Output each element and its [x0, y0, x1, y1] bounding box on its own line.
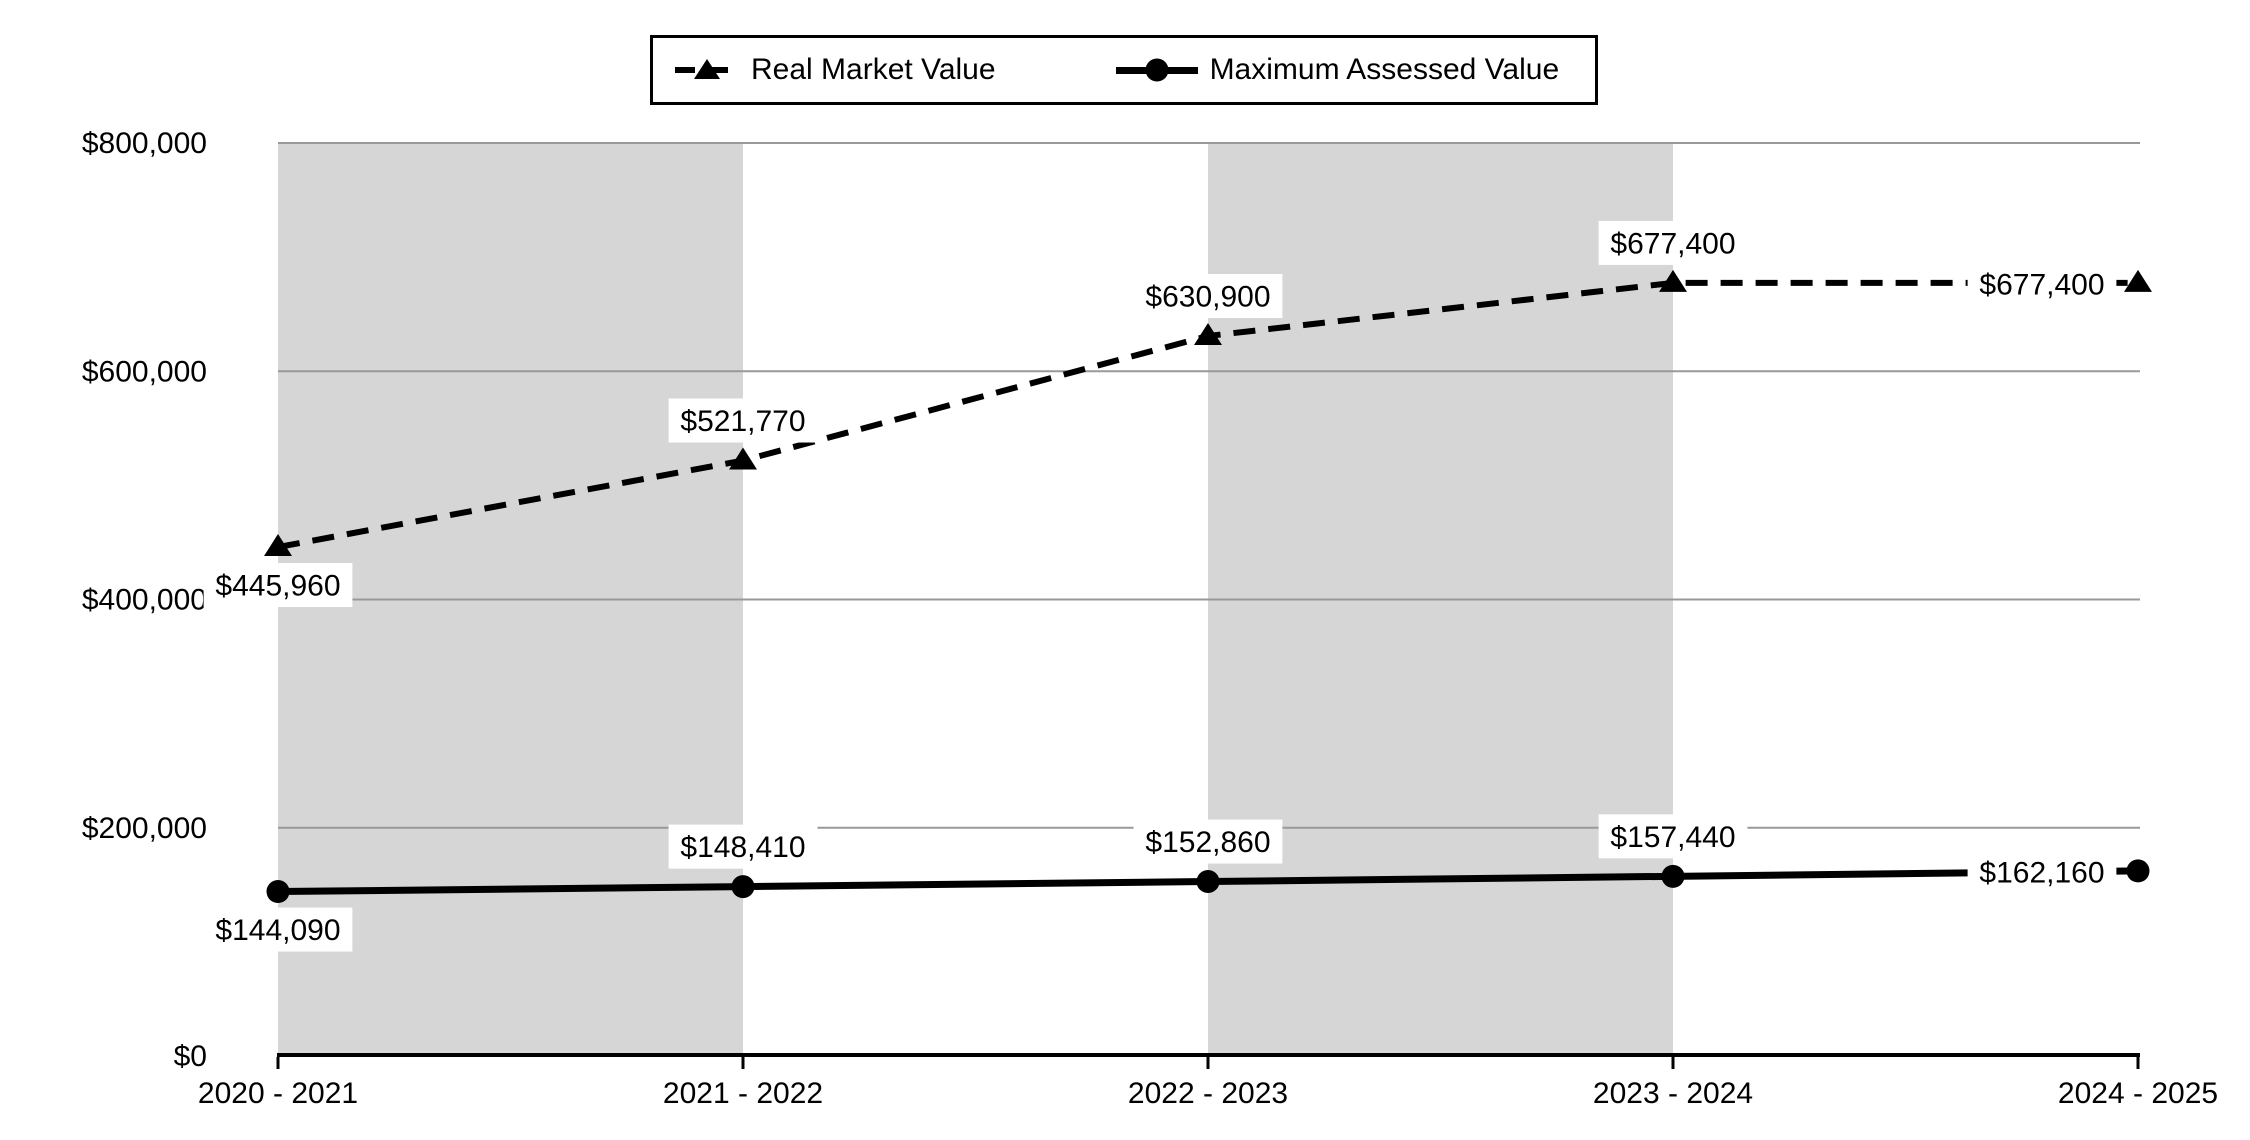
triangle-marker-icon: [2124, 269, 2152, 292]
legend-circle-marker-icon: [1145, 58, 1169, 82]
triangle-marker-icon: [264, 534, 292, 557]
data-label-box: [203, 907, 353, 952]
legend-item-real-market-value: Real Market Value: [675, 53, 996, 87]
data-label-box: [668, 824, 818, 869]
legend-label-real-market-value: Real Market Value: [751, 53, 996, 86]
x-axis-label: 2024 - 2025: [2058, 1077, 2218, 1110]
circle-marker-icon: [1661, 864, 1685, 888]
data-label-box: [1133, 273, 1283, 318]
data-label: $677,400: [1610, 227, 1735, 260]
triangle-marker-icon: [1659, 269, 1687, 292]
x-axis-label: 2023 - 2024: [1593, 1077, 1753, 1110]
data-label: $148,410: [680, 831, 805, 864]
x-axis-label: 2020 - 2021: [198, 1077, 358, 1110]
data-label: $157,440: [1610, 821, 1735, 854]
chart-legend: Real Market Value Maximum Assessed Value: [650, 35, 1598, 105]
data-label-box: [1133, 819, 1283, 864]
circle-marker-icon: [731, 875, 755, 899]
data-label-box: [1967, 261, 2117, 306]
legend-item-maximum-assessed-value: Maximum Assessed Value: [1115, 53, 1560, 87]
circle-marker-icon: [1196, 870, 1220, 894]
data-label: $144,090: [215, 914, 340, 947]
legend-dashed-line-sample: [675, 59, 739, 79]
data-label: $445,960: [215, 570, 340, 603]
y-axis-label: $400,000: [82, 584, 207, 617]
triangle-marker-icon: [1194, 322, 1222, 345]
data-label: $521,770: [680, 405, 805, 438]
y-axis-label: $200,000: [82, 812, 207, 845]
data-label-box: [1598, 814, 1748, 859]
legend-triangle-marker-icon: [694, 59, 720, 79]
data-label: $152,860: [1145, 826, 1270, 859]
data-label-box: [1967, 849, 2117, 894]
x-axis-label: 2021 - 2022: [663, 1077, 823, 1110]
data-label-box: [1598, 220, 1748, 265]
circle-marker-icon: [2126, 859, 2150, 883]
data-label: $630,900: [1145, 280, 1270, 313]
y-axis-label: $0: [174, 1040, 207, 1073]
data-label-box: [668, 398, 818, 443]
triangle-marker-icon: [729, 447, 757, 470]
data-label: $162,160: [1979, 856, 2104, 889]
circle-marker-icon: [266, 880, 290, 904]
data-label-box: [203, 563, 353, 608]
legend-solid-line-sample: [1115, 58, 1198, 82]
y-axis-label: $600,000: [82, 355, 207, 388]
data-label: $677,400: [1979, 268, 2104, 301]
legend-label-maximum-assessed-value: Maximum Assessed Value: [1209, 53, 1560, 86]
y-axis-label: $800,000: [82, 127, 207, 160]
x-axis-label: 2022 - 2023: [1128, 1077, 1288, 1110]
